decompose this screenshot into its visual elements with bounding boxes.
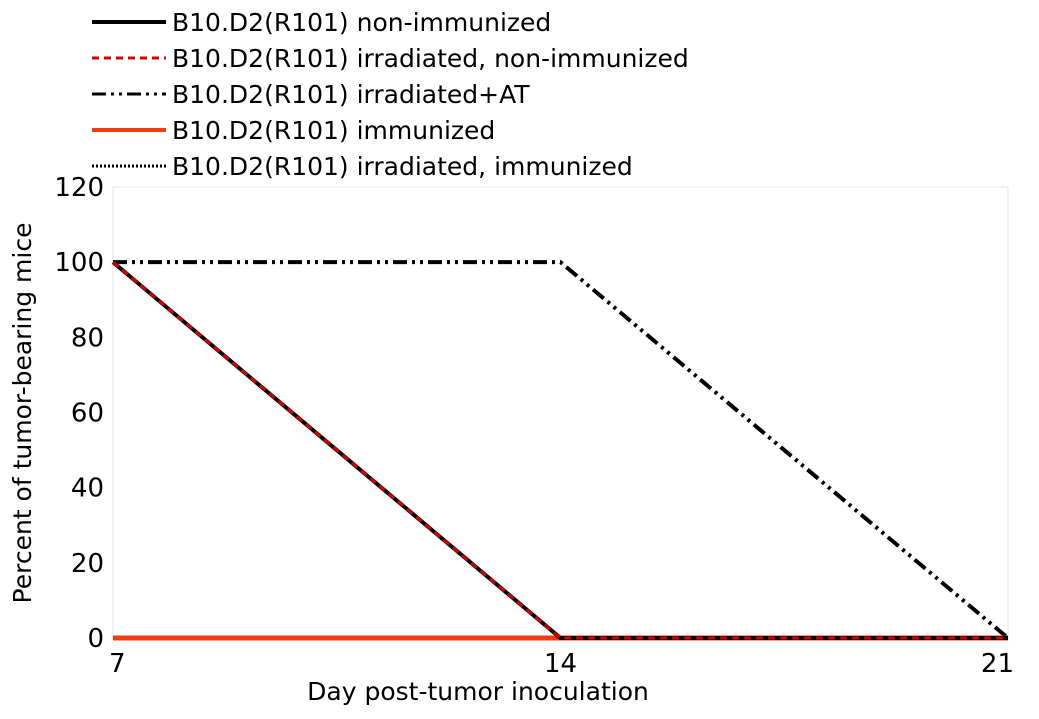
y-tick-label: 120 bbox=[54, 173, 104, 203]
x-axis-title: Day post-tumor inoculation bbox=[307, 677, 649, 706]
y-tick-label: 20 bbox=[71, 549, 104, 579]
x-axis-ticks: 7 14 21 bbox=[109, 649, 1014, 679]
series-line bbox=[112, 261, 1008, 640]
legend-label: B10.D2(R101) irradiated+AT bbox=[172, 80, 530, 109]
y-tick-label: 100 bbox=[54, 248, 104, 278]
legend-label: B10.D2(R101) immunized bbox=[172, 116, 495, 145]
y-tick-label: 40 bbox=[71, 474, 104, 504]
legend-label: B10.D2(R101) non-immunized bbox=[172, 8, 551, 37]
legend: B10.D2(R101) non-immunized B10.D2(R101) i… bbox=[92, 8, 689, 181]
legend-label: B10.D2(R101) irradiated, non-immunized bbox=[172, 44, 689, 73]
y-tick-label: 0 bbox=[87, 624, 104, 654]
y-tick-label: 60 bbox=[71, 399, 104, 429]
x-tick-label: 14 bbox=[544, 649, 577, 679]
x-tick-label: 21 bbox=[981, 649, 1014, 679]
y-axis-title: Percent of tumor-bearing mice bbox=[8, 223, 37, 604]
y-axis-ticks: 0 20 40 60 80 100 120 bbox=[54, 173, 104, 654]
series-layer bbox=[111, 260, 1010, 641]
x-tick-label: 7 bbox=[109, 649, 126, 679]
series-line bbox=[113, 260, 1010, 640]
y-tick-label: 80 bbox=[71, 323, 104, 353]
plot-area bbox=[112, 186, 1009, 639]
legend-label: B10.D2(R101) irradiated, immunized bbox=[172, 152, 633, 181]
